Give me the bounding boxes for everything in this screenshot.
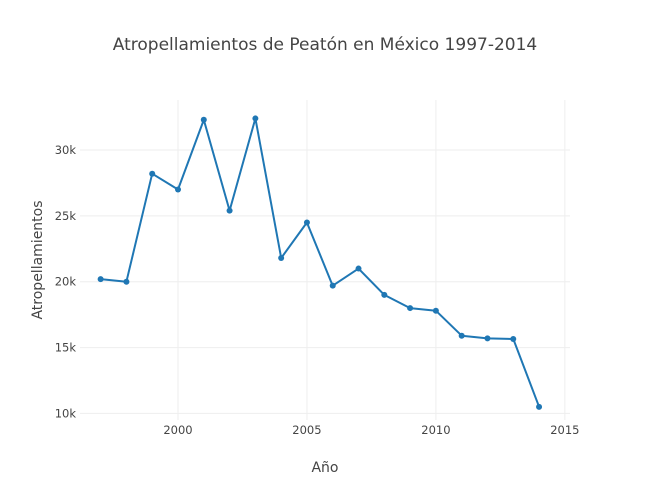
grid <box>80 100 570 420</box>
data-point[interactable] <box>303 219 310 226</box>
y-tick-label: 20k <box>55 275 77 289</box>
y-axis-ticks: 10k 15k 20k 25k 30k <box>55 143 77 420</box>
data-point[interactable] <box>97 276 104 283</box>
x-tick-label: 2015 <box>550 423 579 437</box>
data-point[interactable] <box>252 115 259 122</box>
data-point[interactable] <box>175 186 181 193</box>
data-point[interactable] <box>536 403 543 410</box>
data-point[interactable] <box>458 332 465 339</box>
x-axis-ticks: 2000 2005 2010 2015 <box>163 423 579 437</box>
data-point[interactable] <box>226 207 233 214</box>
data-point[interactable] <box>123 278 130 285</box>
data-point[interactable] <box>278 255 285 262</box>
y-tick-label: 30k <box>55 143 77 157</box>
chart-title: Atropellamientos de Peatón en México 199… <box>113 35 537 55</box>
data-point[interactable] <box>432 307 439 314</box>
data-point[interactable] <box>510 336 517 343</box>
x-axis-label: Año <box>311 460 338 476</box>
y-tick-label: 25k <box>55 209 77 223</box>
data-point[interactable] <box>407 305 414 312</box>
y-tick-label: 10k <box>55 406 77 420</box>
data-point[interactable] <box>149 170 156 177</box>
x-tick-label: 2010 <box>421 423 450 437</box>
data-point[interactable] <box>381 291 388 298</box>
x-tick-label: 2000 <box>163 423 192 437</box>
y-tick-label: 15k <box>55 341 77 355</box>
series-layer <box>97 115 543 410</box>
data-point[interactable] <box>484 335 491 342</box>
series-line <box>100 117 541 408</box>
data-point[interactable] <box>355 265 362 272</box>
data-point[interactable] <box>329 282 336 289</box>
data-point[interactable] <box>200 116 207 123</box>
y-axis-label: Atropellamientos <box>30 200 46 319</box>
x-tick-label: 2005 <box>292 423 321 437</box>
